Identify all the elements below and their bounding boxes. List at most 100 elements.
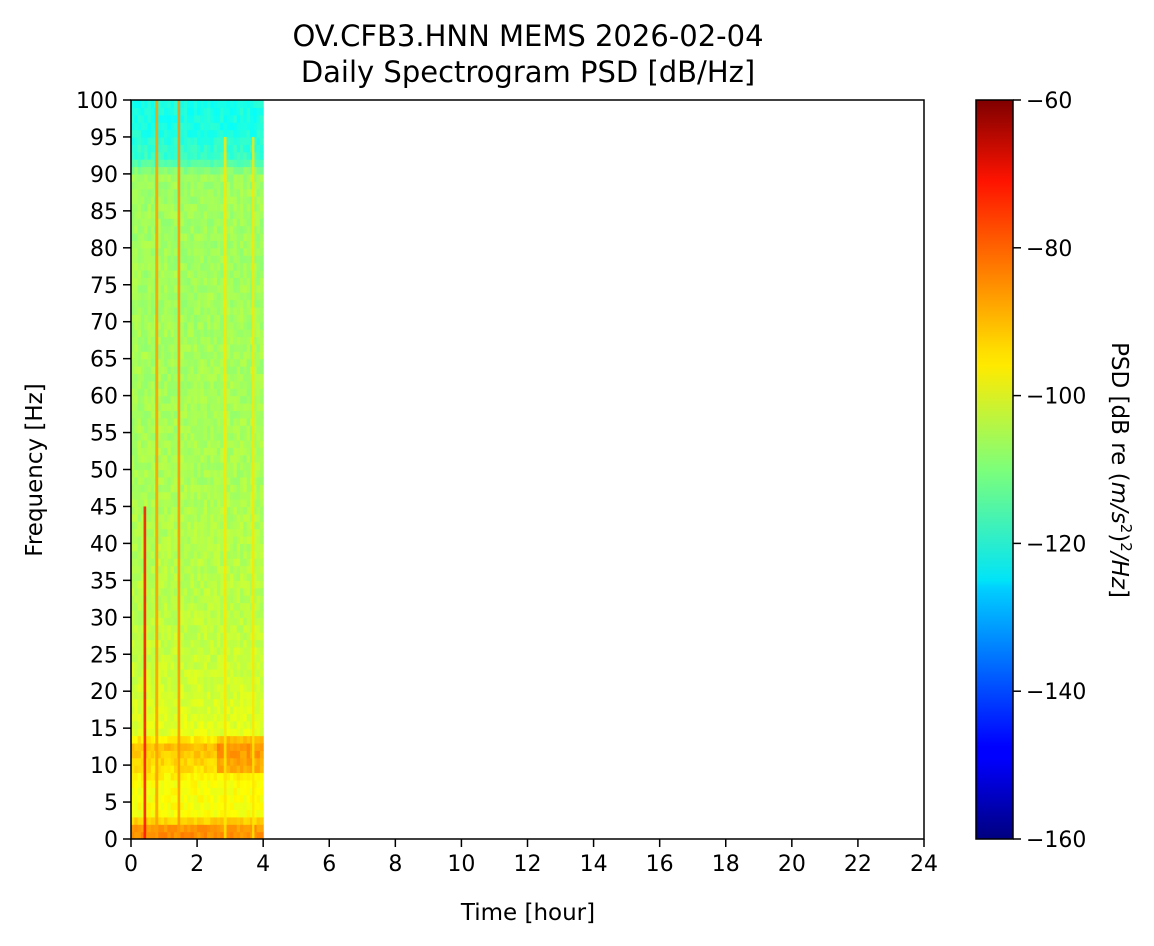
heatmap-cell [253,233,258,242]
heatmap-cell [140,159,145,168]
heatmap-cell [197,543,201,552]
heatmap-cell [243,188,248,197]
heatmap-cell [183,402,188,411]
heatmap-cell [249,646,254,655]
heatmap-cell [207,454,211,463]
heatmap-cell [193,609,198,618]
heatmap-cell [170,595,175,604]
heatmap-cell [147,107,152,116]
heatmap-cell [253,720,258,729]
heatmap-cell [207,395,211,404]
heatmap-cell [187,425,192,434]
heatmap-cell [240,587,244,596]
heatmap-cell [230,543,235,552]
heatmap-cell [160,528,165,537]
heatmap-cell [216,491,221,500]
heatmap-cell [207,225,211,234]
heatmap-cell [137,484,142,493]
heatmap-cell [197,558,201,567]
heatmap-cell [210,794,215,803]
heatmap-cell [131,705,135,714]
heatmap-cell [240,602,244,611]
heatmap-cell [216,720,221,729]
heatmap-cell [173,122,178,131]
heatmap-cell [144,203,149,212]
heatmap-cell [213,809,218,818]
heatmap-cell [230,595,235,604]
heatmap-cell [236,720,241,729]
heatmap-cell [226,528,231,537]
heatmap-cell [256,698,261,707]
heatmap-cell [203,513,208,522]
heatmap-cell [187,210,192,219]
heatmap-cell [200,218,205,227]
heatmap-cell [200,166,205,175]
heatmap-cell [137,757,142,766]
heatmap-cell [246,122,251,131]
heatmap-cell [173,750,178,759]
heatmap-cell [131,669,135,678]
heatmap-cell [246,432,251,441]
heatmap-cell [207,646,211,655]
heatmap-cell [259,173,264,182]
heatmap-cell [200,772,205,781]
heatmap-cell [253,299,258,308]
heatmap-cell [200,654,205,663]
heatmap-cell [203,735,208,744]
heatmap-cell [164,343,168,352]
heatmap-cell [226,691,231,700]
heatmap-cell [193,462,198,471]
heatmap-cell [203,499,208,508]
heatmap-cell [216,639,221,648]
heatmap-cell [203,802,208,811]
heatmap-cell [144,395,149,404]
heatmap-cell [144,491,149,500]
heatmap-cell [180,580,185,589]
heatmap-cell [230,587,235,596]
heatmap-cell [249,772,254,781]
heatmap-cell [180,669,185,678]
heatmap-cell [197,447,201,456]
heatmap-cell [160,255,165,264]
heatmap-cell [220,698,225,707]
heatmap-cell [190,469,195,478]
heatmap-cell [226,462,231,471]
heatmap-cell [150,203,155,212]
x-tick-label: 14 [580,852,608,877]
heatmap-cell [216,284,221,293]
heatmap-cell [243,166,248,175]
heatmap-cell [246,144,251,153]
heatmap-cell [226,114,231,123]
heatmap-cell [197,513,201,522]
heatmap-cell [147,735,152,744]
heatmap-cell [253,151,258,160]
heatmap-cell [200,779,205,788]
heatmap-cell [164,107,168,116]
heatmap-cell [253,402,258,411]
heatmap-cell [150,506,155,515]
heatmap-cell [246,802,251,811]
heatmap-cell [180,506,185,515]
heatmap-cell [203,639,208,648]
heatmap-cell [157,691,162,700]
heatmap-cell [207,639,211,648]
heatmap-cell [131,536,135,544]
heatmap-cell [167,565,172,574]
heatmap-cell [200,395,205,404]
heatmap-cell [150,269,155,278]
heatmap-cell [226,802,231,811]
heatmap-cell [203,299,208,308]
heatmap-cell [246,240,251,249]
heatmap-cell [137,595,142,604]
heatmap-cell [207,218,211,227]
heatmap-cell [207,425,211,434]
heatmap-cell [157,499,162,508]
heatmap-cell [256,476,261,485]
heatmap-cell [236,462,241,471]
heatmap-cell [150,491,155,500]
heatmap-cell [246,136,251,145]
heatmap-cell [236,188,241,197]
heatmap-cell [249,299,254,308]
heatmap-cell [253,247,258,256]
heatmap-cell [137,735,142,744]
